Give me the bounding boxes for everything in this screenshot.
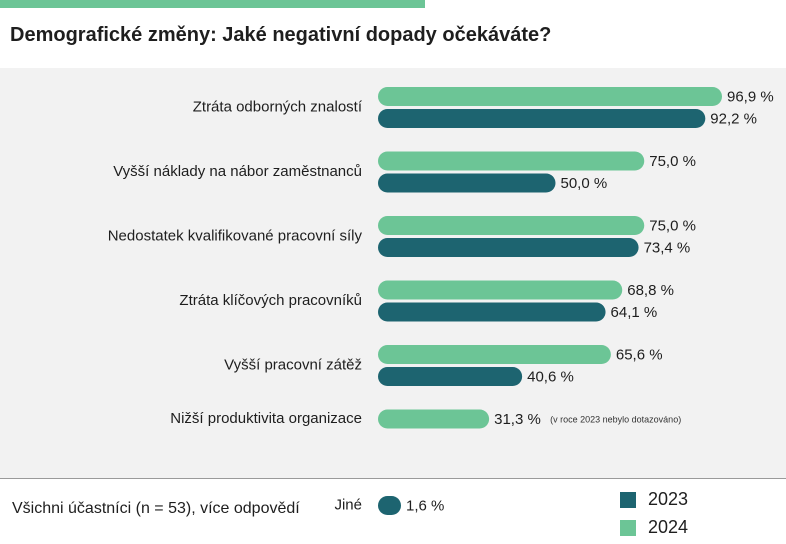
bar-2023-nedostatek-kvalifikovane-pracovni-sily (378, 238, 639, 257)
footnote: Všichni účastníci (n = 53), více odpověd… (12, 500, 300, 517)
category-label-vyssi-naklady-na-nabor-zamestnancu: Vyšší náklady na nábor zaměstnanců (113, 163, 362, 180)
value-label-2024-vyssi-pracovni-zatez: 65,6 % (616, 346, 663, 363)
legend-label-2023: 2023 (648, 489, 689, 509)
value-label-2024-nedostatek-kvalifikovane-pracovni-sily: 75,0 % (649, 217, 696, 234)
category-label-nedostatek-kvalifikovane-pracovni-sily: Nedostatek kvalifikované pracovní síly (108, 227, 363, 244)
bar-2024-nedostatek-kvalifikovane-pracovni-sily (378, 216, 645, 235)
divider-line (0, 478, 786, 479)
bar-2024-ztrata-klicovych-pracovniku (378, 280, 623, 300)
bar-2024-vyssi-naklady-na-nabor-zamestnancu (378, 151, 645, 171)
value-label-2024-nizsi-produktivita-organizace: 31,3 % (494, 411, 541, 428)
value-label-2024-ztrata-odbornych-znalosti: 96,9 % (727, 88, 774, 105)
bar-2024-nizsi-produktivita-organizace (378, 409, 490, 429)
category-label-nizsi-produktivita-organizace: Nižší produktivita organizace (170, 410, 362, 427)
category-label-vyssi-pracovni-zatez: Vyšší pracovní zátěž (224, 356, 362, 373)
value-label-2023-ztrata-odbornych-znalosti: 92,2 % (710, 110, 757, 127)
chart-title: Demografické změny: Jaké negativní dopad… (10, 24, 552, 46)
value-label-2023-vyssi-naklady-na-nabor-zamestnancu: 50,0 % (561, 175, 608, 192)
category-label-ztrata-klicovych-pracovniku: Ztráta klíčových pracovníků (179, 292, 362, 309)
value-label-2023-nedostatek-kvalifikovane-pracovni-sily: 73,4 % (644, 239, 691, 256)
value-label-2023-vyssi-pracovni-zatez: 40,6 % (527, 368, 574, 385)
bar-2023-vyssi-naklady-na-nabor-zamestnancu (378, 173, 556, 193)
category-label-jine: Jiné (334, 496, 362, 513)
legend-item-2024: 2024 (620, 517, 688, 538)
category-label-ztrata-odbornych-znalosti: Ztráta odborných znalostí (193, 98, 363, 115)
bar-2023-ztrata-klicovych-pracovniku (378, 302, 606, 322)
legend-item-2023: 2023 (620, 489, 688, 510)
legend-swatch-2023 (620, 491, 636, 508)
legend-label-2024: 2024 (648, 517, 689, 537)
bar-2024-vyssi-pracovni-zatez (378, 345, 611, 364)
bar-2023-ztrata-odbornych-znalosti (378, 109, 706, 128)
legend-swatch-2024 (620, 519, 636, 536)
value-label-2024-ztrata-klicovych-pracovniku: 68,8 % (627, 282, 674, 299)
bar-2024-ztrata-odbornych-znalosti (378, 87, 722, 106)
value-label-2023-jine: 1,6 % (406, 497, 444, 514)
annotation-nizsi-produktivita-organizace: (v roce 2023 nebylo dotazováno) (550, 414, 681, 424)
bar-2023-vyssi-pracovni-zatez (378, 367, 523, 386)
value-label-2024-vyssi-naklady-na-nabor-zamestnancu: 75,0 % (649, 153, 696, 170)
value-label-2023-ztrata-klicovych-pracovniku: 64,1 % (611, 304, 658, 321)
bar-2023-jine (378, 496, 401, 515)
top-accent-bar (0, 0, 425, 8)
